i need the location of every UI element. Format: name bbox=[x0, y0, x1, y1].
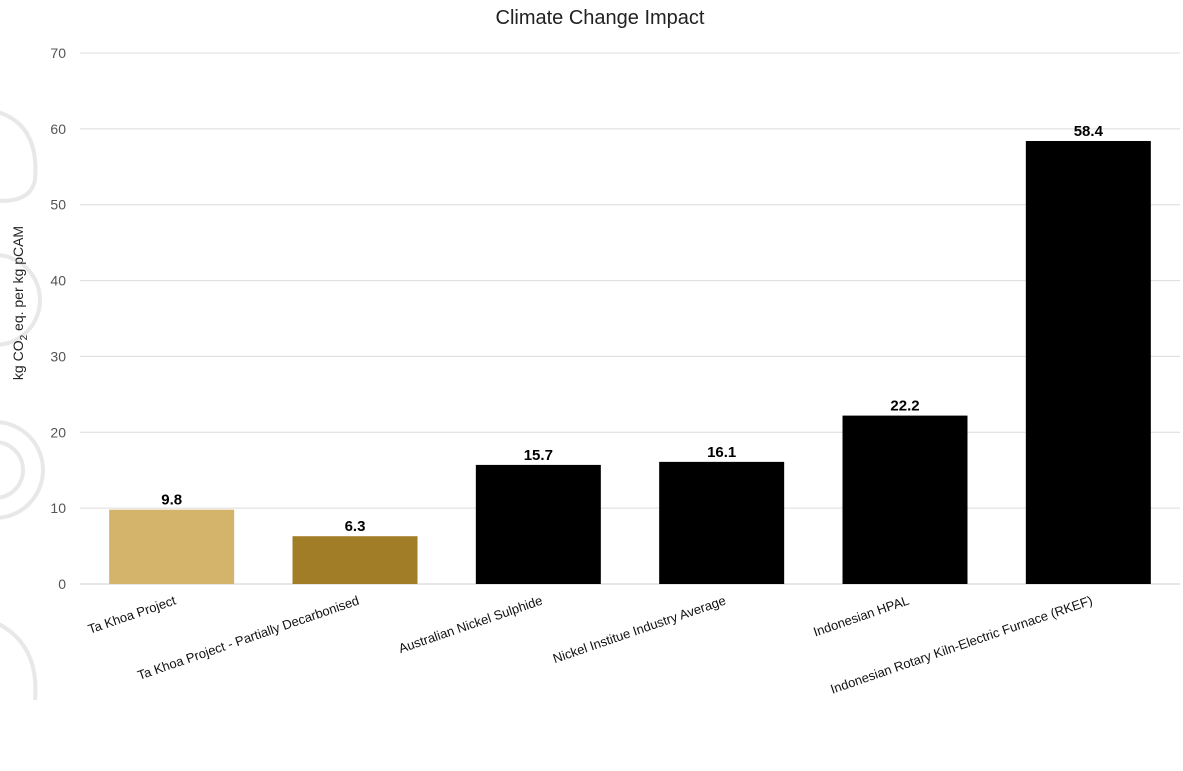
value-label-4: 22.2 bbox=[890, 398, 919, 415]
y-tick-label: 30 bbox=[50, 348, 66, 364]
category-label-4: Indonesian HPAL bbox=[811, 593, 911, 640]
y-tick-label: 10 bbox=[50, 500, 66, 516]
bar-4 bbox=[842, 415, 968, 584]
value-label-0: 9.8 bbox=[161, 492, 182, 509]
bar-3 bbox=[659, 461, 785, 584]
bars bbox=[109, 140, 1151, 584]
value-label-5: 58.4 bbox=[1074, 123, 1104, 140]
y-axis-label-subscript: 2 bbox=[19, 334, 30, 340]
y-axis-ticks: 0 10 20 30 40 50 60 70 bbox=[50, 45, 66, 592]
bar-0 bbox=[109, 509, 235, 584]
y-axis-label-suffix: eq. per kg pCAM bbox=[10, 226, 26, 335]
grid-lines bbox=[80, 52, 1180, 585]
y-axis-label: kg CO2 eq. per kg pCAM bbox=[10, 226, 30, 380]
value-labels: 9.8 6.3 15.7 16.1 22.2 58.4 bbox=[161, 123, 1103, 535]
category-label-3: Nickel Institue Industry Average bbox=[551, 593, 728, 666]
bar-1 bbox=[292, 536, 418, 584]
bar-2 bbox=[475, 464, 601, 584]
y-tick-label: 50 bbox=[50, 197, 66, 213]
y-tick-label: 70 bbox=[50, 45, 66, 61]
chart-title: Climate Change Impact bbox=[496, 7, 705, 29]
bar-5 bbox=[1025, 140, 1151, 584]
background-watermark bbox=[0, 110, 45, 701]
value-label-2: 15.7 bbox=[524, 447, 553, 464]
y-axis-label-prefix: kg CO bbox=[10, 340, 26, 380]
category-label-2: Australian Nickel Sulphide bbox=[397, 593, 545, 656]
y-tick-label: 60 bbox=[50, 121, 66, 137]
value-label-1: 6.3 bbox=[345, 518, 366, 535]
y-tick-label: 40 bbox=[50, 273, 66, 289]
y-tick-label: 20 bbox=[50, 424, 66, 440]
category-label-0: Ta Khoa Project bbox=[86, 593, 178, 637]
y-tick-label: 0 bbox=[58, 576, 66, 592]
value-label-3: 16.1 bbox=[707, 444, 736, 461]
